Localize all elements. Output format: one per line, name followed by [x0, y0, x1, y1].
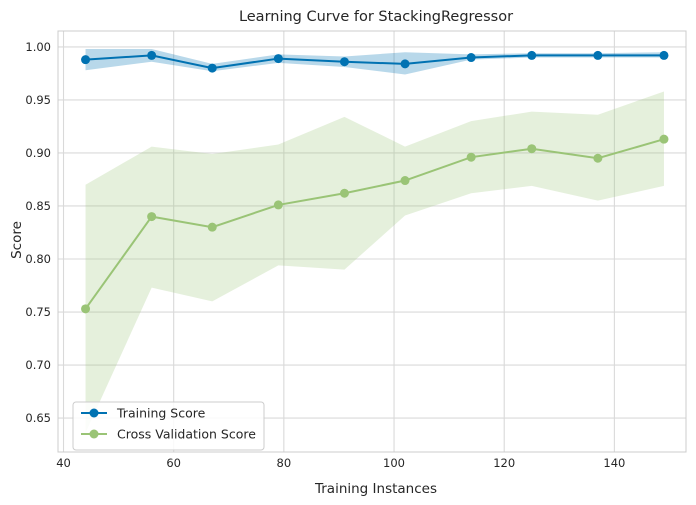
y-tick-label: 0.70	[25, 358, 51, 372]
cv-score-point	[400, 176, 410, 186]
cv-score-point	[593, 153, 603, 163]
cv-score-point	[147, 212, 157, 222]
training-score-point	[400, 59, 410, 69]
cv-score-point	[81, 304, 91, 314]
training-score-point	[659, 50, 669, 60]
training-score-point	[339, 57, 349, 67]
legend-training-label: Training Score	[116, 406, 206, 421]
cv-score-line	[84, 138, 665, 310]
legend: Training Score Cross Validation Score	[72, 401, 265, 451]
cv-score-point	[207, 222, 217, 232]
training-score-point	[147, 50, 157, 60]
chart-title: Learning Curve for StackingRegressor	[239, 9, 513, 25]
tick-layer: 40 60 80 100 120 140 0.65 0.70 0.75 0.80 0.85 0.90 0…	[25, 40, 625, 470]
training-score-point	[527, 50, 537, 60]
x-tick-label: 120	[493, 456, 515, 470]
legend-cv-marker	[89, 429, 99, 439]
y-tick-label: 0.85	[25, 199, 51, 213]
training-score-point	[466, 53, 476, 63]
grid-layer	[58, 31, 686, 452]
legend-box	[72, 401, 265, 451]
y-tick-label: 0.90	[25, 146, 51, 160]
y-tick-label: 0.80	[25, 252, 51, 266]
training-score-point	[273, 54, 283, 64]
cv-score-point	[659, 134, 669, 144]
y-tick-label: 1.00	[25, 40, 51, 54]
x-tick-label: 60	[166, 456, 181, 470]
x-tick-label: 140	[603, 456, 625, 470]
line-layer	[81, 50, 669, 314]
cv-score-point	[527, 144, 537, 154]
cv-score-point	[273, 200, 283, 210]
training-score-point	[81, 55, 91, 65]
y-axis-label: Score	[9, 221, 25, 259]
training-score-line	[85, 54, 664, 70]
cv-score-band	[85, 91, 664, 433]
x-tick-label: 80	[277, 456, 292, 470]
x-tick-label: 100	[383, 456, 405, 470]
training-score-point	[207, 63, 217, 73]
legend-entry-training: Training Score	[81, 406, 206, 421]
band-layer	[85, 49, 664, 433]
legend-entry-cross-validation: Cross Validation Score	[81, 427, 256, 442]
cv-score-point	[339, 188, 349, 198]
training-score-band	[85, 49, 664, 75]
y-tick-label: 0.95	[25, 93, 51, 107]
legend-cv-label: Cross Validation Score	[117, 427, 256, 442]
y-tick-label: 0.75	[25, 305, 51, 319]
x-tick-label: 40	[56, 456, 71, 470]
cv-score-point	[466, 152, 476, 162]
training-score-point	[593, 50, 603, 60]
x-axis-label: Training Instances	[314, 481, 437, 497]
legend-training-marker	[89, 408, 99, 418]
y-tick-label: 0.65	[25, 411, 51, 425]
plot-frame	[57, 30, 687, 453]
